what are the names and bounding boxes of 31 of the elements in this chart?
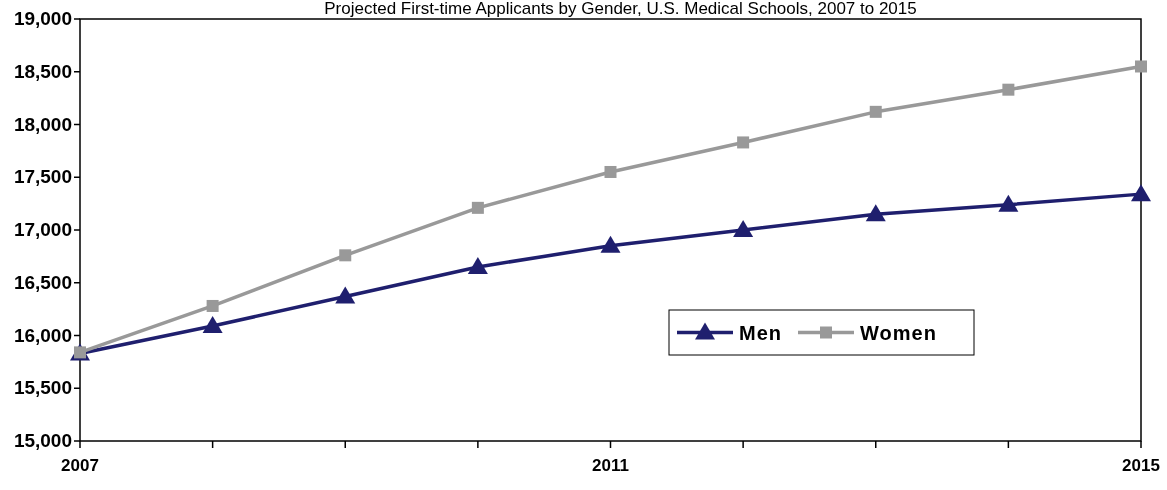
- legend-label: Men: [739, 321, 782, 344]
- point: [604, 165, 617, 178]
- x-tick-label: 2011: [592, 456, 629, 475]
- y-tick-label: 16,500: [13, 271, 72, 293]
- y-tick-label: 16,000: [13, 324, 72, 346]
- point: [335, 286, 356, 304]
- point: [339, 249, 352, 262]
- point: [733, 220, 754, 237]
- legend-label: Women: [860, 321, 937, 344]
- chart-title: Projected First-time Applicants by Gender, U.S. Medical Schools, 2007 to 2015: [324, 0, 917, 18]
- x-tick-label: 2015: [1122, 456, 1160, 475]
- y-tick-label: 15,500: [13, 377, 72, 399]
- point: [737, 136, 750, 149]
- point: [202, 316, 223, 334]
- point: [865, 204, 886, 222]
- y-tick-label: 18,000: [13, 113, 72, 135]
- point: [1135, 60, 1147, 73]
- y-tick-label: 15,000: [13, 430, 72, 451]
- point: [600, 235, 621, 253]
- y-tick-label: 18,500: [13, 60, 72, 82]
- point: [467, 256, 488, 274]
- point: [471, 201, 484, 214]
- point: [1131, 184, 1151, 202]
- x-tick-label: 2007: [61, 456, 99, 475]
- point: [869, 105, 882, 118]
- point: [206, 299, 219, 312]
- y-tick-label: 19,000: [13, 8, 72, 29]
- y-tick-label: 17,500: [13, 166, 72, 188]
- point: [998, 194, 1019, 212]
- point: [1002, 83, 1015, 96]
- y-tick-label: 17,000: [13, 219, 72, 240]
